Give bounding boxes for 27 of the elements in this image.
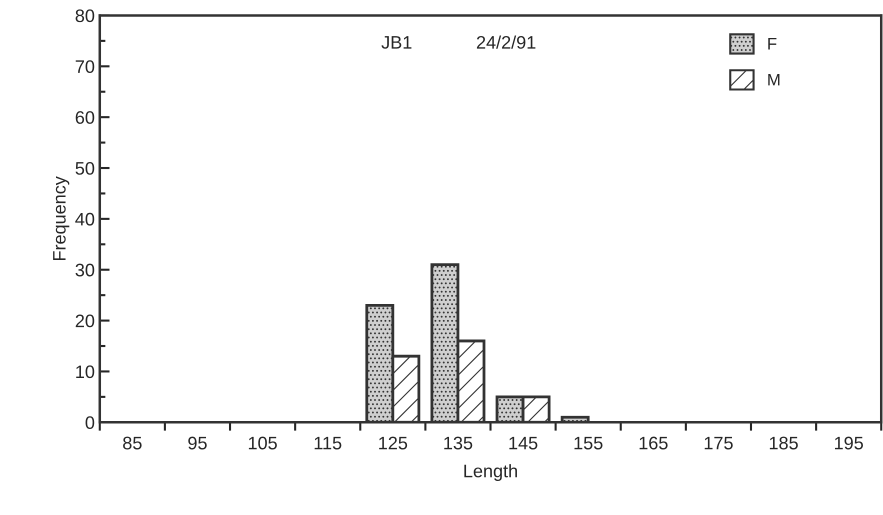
y-tick-label: 60	[76, 111, 94, 124]
x-tick-label: 125	[379, 436, 408, 450]
x-tick-label: 85	[123, 436, 142, 450]
y-tick-label: 50	[76, 162, 94, 175]
x-tick-label: 155	[574, 436, 602, 450]
x-tick-label: 165	[640, 436, 668, 450]
y-tick-label: 80	[76, 9, 94, 22]
y-tick-label: 30	[76, 264, 94, 276]
x-tick-label: 175	[704, 436, 733, 450]
legend-label: M	[768, 74, 780, 86]
x-tick-label: 105	[248, 436, 277, 450]
x-tick-label: 145	[509, 436, 538, 450]
y-tick-label: 70	[76, 60, 94, 74]
y-tick-label: 10	[76, 365, 94, 378]
y-axis-title: Frequency	[53, 176, 70, 260]
x-axis-title: Length	[464, 464, 517, 481]
y-tick-label: 0	[86, 416, 94, 430]
y-tick-label: 20	[76, 314, 94, 328]
x-tick-label: 135	[444, 436, 472, 450]
x-tick-label: 195	[834, 436, 863, 450]
annotation: 24/2/91	[476, 36, 536, 49]
x-tick-label: 115	[314, 436, 342, 450]
legend-label: F	[768, 38, 776, 50]
y-tick-label: 40	[75, 212, 94, 226]
annotation: JB1	[381, 36, 412, 49]
x-tick-label: 185	[770, 436, 798, 450]
x-tick-label: 95	[188, 436, 207, 450]
